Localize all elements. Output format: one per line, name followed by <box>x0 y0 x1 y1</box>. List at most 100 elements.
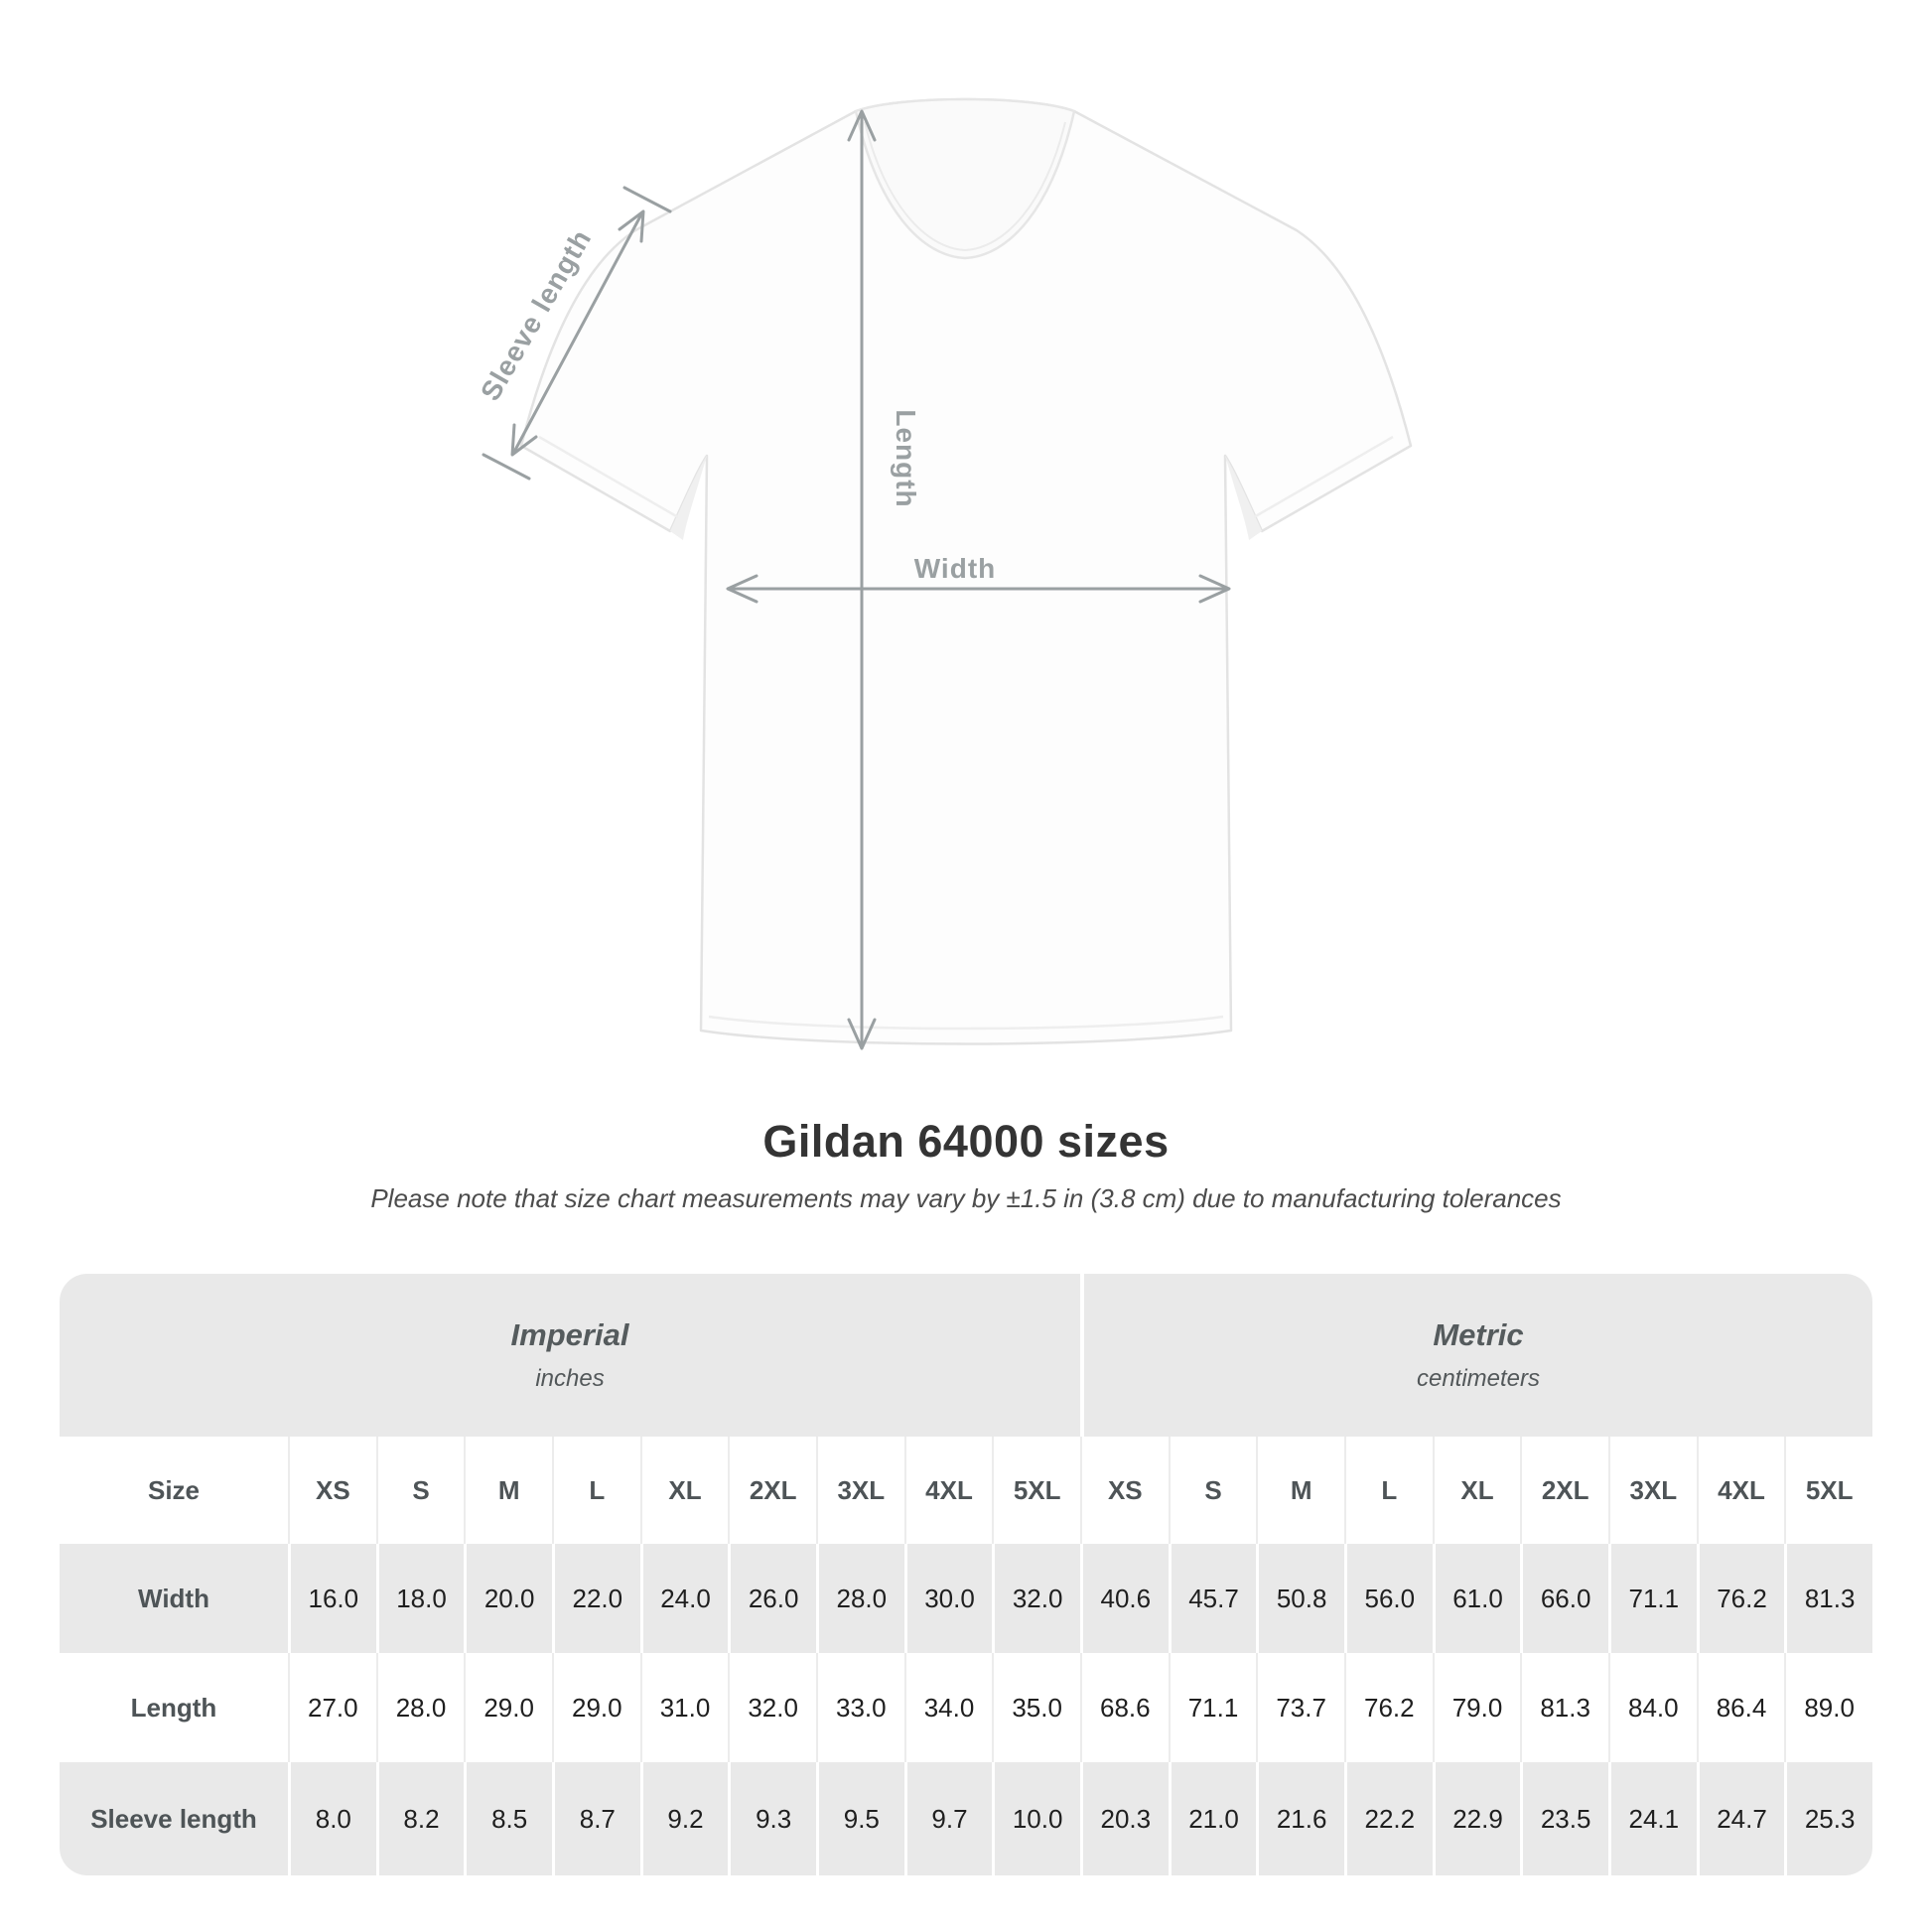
size-column-header: S <box>375 1437 465 1544</box>
measurement-grid: Size XS S M L XL 2XL 3XL 4XL 5XL XS S M L XL 2XL 3XL 4XL 5… <box>60 1437 1872 1875</box>
measurement-value: 86.4 <box>1696 1653 1785 1762</box>
metric-label: Metric <box>1433 1317 1524 1352</box>
measurement-value: 76.2 <box>1343 1653 1433 1762</box>
measurement-value: 21.0 <box>1168 1762 1257 1875</box>
measurement-value: 24.7 <box>1696 1762 1785 1875</box>
tshirt-underarm-shade-left <box>670 456 707 540</box>
measurement-value: 8.2 <box>375 1762 465 1875</box>
measurement-value: 50.8 <box>1256 1544 1344 1653</box>
metric-header: Metric centimeters <box>1080 1274 1872 1437</box>
measurement-value: 16.0 <box>288 1544 376 1653</box>
measurement-value: 71.1 <box>1607 1544 1697 1653</box>
tshirt-body <box>519 97 1413 1045</box>
measurement-value: 73.7 <box>1256 1653 1344 1762</box>
measurement-value: 61.0 <box>1432 1544 1521 1653</box>
measurement-value: 22.9 <box>1432 1762 1521 1875</box>
measurement-value: 24.0 <box>639 1544 729 1653</box>
table-row: Width 16.0 18.0 20.0 22.0 24.0 26.0 28.0 30.0 32.… <box>60 1544 1872 1653</box>
measurement-value: 71.1 <box>1168 1653 1257 1762</box>
measurement-value: 18.0 <box>375 1544 465 1653</box>
size-corner-label: Size <box>147 1474 201 1505</box>
measurement-value: 31.0 <box>639 1653 729 1762</box>
size-column-header: 3XL <box>1607 1437 1697 1544</box>
measurement-value: 66.0 <box>1520 1544 1608 1653</box>
row-label: Width <box>60 1544 288 1653</box>
size-table: Imperial inches Metric centimeters Size X… <box>60 1274 1872 1875</box>
measurement-value: 29.0 <box>551 1653 640 1762</box>
size-column-header: XS <box>1079 1437 1169 1544</box>
size-column-header: M <box>1256 1437 1344 1544</box>
imperial-label: Imperial <box>510 1317 629 1352</box>
tolerance-note: Please note that size chart measurements… <box>370 1183 1562 1213</box>
measurement-value: 35.0 <box>992 1653 1080 1762</box>
tshirt-cuff-stitch-right <box>1253 435 1394 519</box>
measurement-value: 20.3 <box>1079 1762 1169 1875</box>
measurement-value: 20.0 <box>464 1544 552 1653</box>
measurement-value: 30.0 <box>903 1544 993 1653</box>
size-column-header: L <box>551 1437 640 1544</box>
size-column-header: XS <box>288 1437 376 1544</box>
metric-unit: centimeters <box>1416 1365 1541 1392</box>
measurement-value: 26.0 <box>728 1544 816 1653</box>
measurement-value: 8.5 <box>464 1762 552 1875</box>
measurement-value: 81.3 <box>1784 1544 1872 1653</box>
caption: Gildan 64000 sizes Please note that size… <box>0 1116 1932 1214</box>
measurement-value: 8.0 <box>288 1762 376 1875</box>
measurement-value: 9.3 <box>728 1762 816 1875</box>
size-column-header: L <box>1343 1437 1433 1544</box>
imperial-header: Imperial inches <box>60 1274 1080 1437</box>
measurement-value: 9.2 <box>639 1762 729 1875</box>
measurement-value: 25.3 <box>1784 1762 1872 1875</box>
measurement-value: 29.0 <box>464 1653 552 1762</box>
page-title: Gildan 64000 sizes <box>762 1116 1170 1167</box>
measurement-value: 28.0 <box>375 1653 465 1762</box>
size-column-header: 5XL <box>1784 1437 1872 1544</box>
size-column-header: 2XL <box>728 1437 816 1544</box>
measurement-value: 10.0 <box>992 1762 1080 1875</box>
length-label: Length <box>891 409 921 507</box>
measurement-value: 32.0 <box>992 1544 1080 1653</box>
tshirt-measurement-figure: Sleeve length Length Width <box>475 97 1413 1050</box>
measurement-value: 34.0 <box>903 1653 993 1762</box>
tshirt-cuff-stitch-left <box>538 435 679 519</box>
size-column-header: XL <box>639 1437 729 1544</box>
measurement-value: 9.5 <box>815 1762 904 1875</box>
measurement-value: 79.0 <box>1432 1653 1521 1762</box>
tshirt-collar-stitch <box>864 121 1066 252</box>
measurement-value: 89.0 <box>1784 1653 1872 1762</box>
measurement-value: 9.7 <box>903 1762 993 1875</box>
size-header-row: Size XS S M L XL 2XL 3XL 4XL 5XL XS S M L XL 2XL 3XL 4XL 5… <box>60 1437 1872 1544</box>
measurement-value: 33.0 <box>815 1653 904 1762</box>
measurement-value: 68.6 <box>1079 1653 1169 1762</box>
size-column-header: 5XL <box>992 1437 1080 1544</box>
size-column-header: M <box>464 1437 552 1544</box>
tshirt-underarm-shade-right <box>1225 456 1262 540</box>
unit-header-band: Imperial inches Metric centimeters <box>60 1274 1872 1437</box>
imperial-unit: inches <box>535 1365 605 1392</box>
table-row: Sleeve length 8.0 8.2 8.5 8.7 9.2 9.3 9.5 9.7 10.… <box>60 1762 1872 1875</box>
measurement-value: 24.1 <box>1607 1762 1697 1875</box>
sleeve-length-arrow <box>482 186 672 481</box>
tshirt-graphic <box>519 97 1413 1045</box>
width-arrow <box>726 574 1231 604</box>
measurement-value: 21.6 <box>1256 1762 1344 1875</box>
measurement-value: 32.0 <box>728 1653 816 1762</box>
measurement-value: 23.5 <box>1520 1762 1608 1875</box>
size-column-header: XL <box>1432 1437 1521 1544</box>
size-column-header: 2XL <box>1520 1437 1608 1544</box>
measurement-value: 56.0 <box>1343 1544 1433 1653</box>
size-column-header: 4XL <box>1696 1437 1785 1544</box>
width-label: Width <box>914 553 997 584</box>
size-column-header: 3XL <box>815 1437 904 1544</box>
measurement-value: 28.0 <box>815 1544 904 1653</box>
measurement-value: 22.0 <box>551 1544 640 1653</box>
measurement-value: 22.2 <box>1343 1762 1433 1875</box>
measurement-value: 76.2 <box>1696 1544 1785 1653</box>
size-column-header: S <box>1168 1437 1257 1544</box>
measurement-value: 8.7 <box>551 1762 640 1875</box>
measurement-value: 40.6 <box>1079 1544 1169 1653</box>
row-label: Sleeve length <box>60 1762 288 1875</box>
length-arrow <box>847 109 877 1050</box>
measurement-value: 45.7 <box>1168 1544 1257 1653</box>
table-row: Length 27.0 28.0 29.0 29.0 31.0 32.0 33.0 34.0 35… <box>60 1653 1872 1762</box>
